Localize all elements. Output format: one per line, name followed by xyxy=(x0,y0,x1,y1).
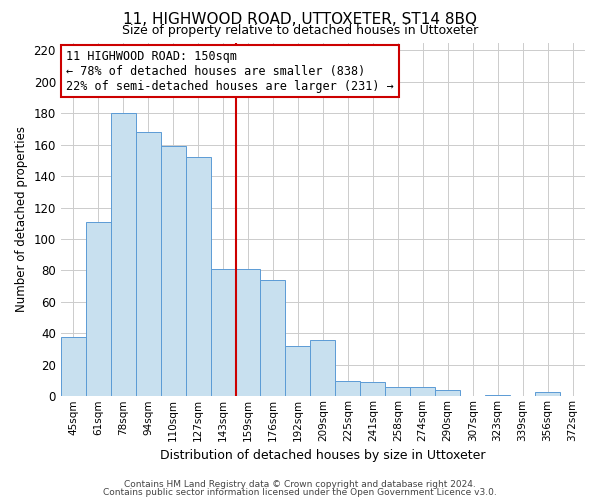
Bar xyxy=(361,382,385,396)
Bar xyxy=(111,114,136,397)
Bar xyxy=(310,340,335,396)
Text: 11 HIGHWOOD ROAD: 150sqm
← 78% of detached houses are smaller (838)
22% of semi-: 11 HIGHWOOD ROAD: 150sqm ← 78% of detach… xyxy=(66,50,394,92)
Text: Size of property relative to detached houses in Uttoxeter: Size of property relative to detached ho… xyxy=(122,24,478,37)
Bar xyxy=(86,222,111,396)
Bar xyxy=(161,146,185,396)
Bar xyxy=(61,336,86,396)
Bar xyxy=(236,269,260,396)
Text: Contains HM Land Registry data © Crown copyright and database right 2024.: Contains HM Land Registry data © Crown c… xyxy=(124,480,476,489)
Bar xyxy=(435,390,460,396)
Bar xyxy=(136,132,161,396)
Bar xyxy=(260,280,286,396)
Text: 11, HIGHWOOD ROAD, UTTOXETER, ST14 8BQ: 11, HIGHWOOD ROAD, UTTOXETER, ST14 8BQ xyxy=(123,12,477,26)
X-axis label: Distribution of detached houses by size in Uttoxeter: Distribution of detached houses by size … xyxy=(160,450,485,462)
Bar xyxy=(185,158,211,396)
Y-axis label: Number of detached properties: Number of detached properties xyxy=(15,126,28,312)
Bar xyxy=(286,346,310,397)
Bar xyxy=(335,380,361,396)
Text: Contains public sector information licensed under the Open Government Licence v3: Contains public sector information licen… xyxy=(103,488,497,497)
Bar xyxy=(211,269,236,396)
Bar xyxy=(385,387,410,396)
Bar xyxy=(410,387,435,396)
Bar xyxy=(535,392,560,396)
Bar xyxy=(485,394,510,396)
